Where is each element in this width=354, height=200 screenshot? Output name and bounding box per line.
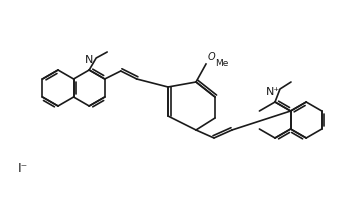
Text: N⁺: N⁺ [266,87,280,97]
Text: I⁻: I⁻ [18,162,28,174]
Text: Me: Me [215,60,228,68]
Text: O: O [208,52,216,62]
Text: N: N [85,55,93,65]
